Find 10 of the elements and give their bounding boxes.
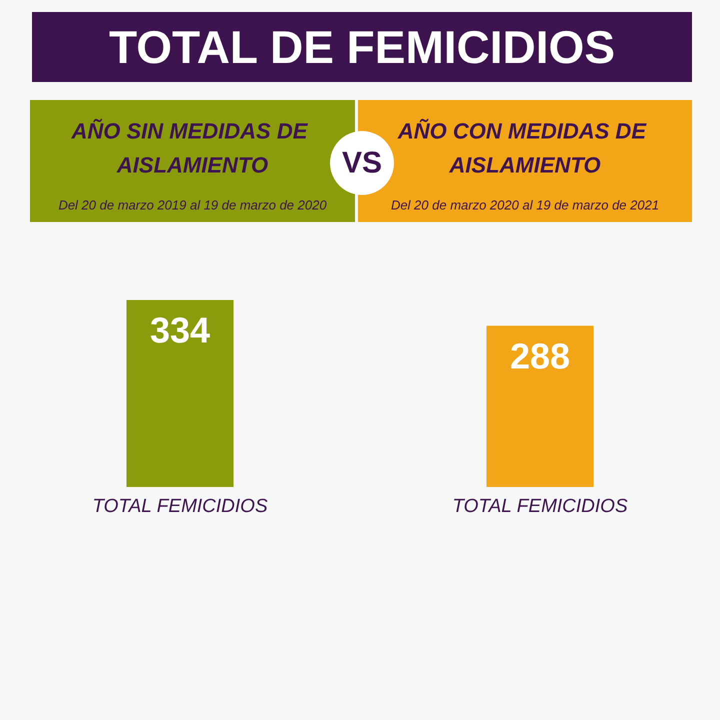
x-tick-label: TOTAL FEMICIDIOS xyxy=(92,496,268,517)
x-tick-label: TOTAL FEMICIDIOS xyxy=(452,496,628,517)
text: Del 20 de marzo 2020 al 19 de marzo de 2021 xyxy=(390,198,660,212)
text: VS xyxy=(342,146,382,180)
data-label: 334 xyxy=(150,310,210,350)
text: AÑO CON MEDIDAS DE AISLAMIENTO xyxy=(396,118,652,178)
chart-title: TOTAL DE FEMICIDIOS xyxy=(108,21,616,73)
text: Del 20 de marzo 2019 al 19 de marzo de 2020 xyxy=(58,198,328,212)
text: AÑO SIN MEDIDAS DE AISLAMIENTO xyxy=(70,118,314,178)
data-label: 288 xyxy=(510,335,570,376)
